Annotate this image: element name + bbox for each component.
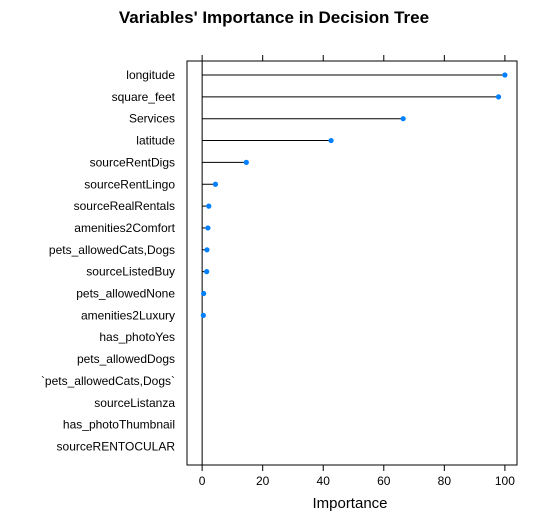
x-axis-label: Importance bbox=[312, 495, 387, 512]
x-tick-label: 20 bbox=[256, 474, 270, 488]
category-label: Services bbox=[129, 112, 175, 126]
category-labels: longitude square_feet Services latitude sour… bbox=[41, 68, 176, 453]
category-label: `pets_allowedCats,Dogs` bbox=[41, 374, 175, 388]
importance-point bbox=[502, 72, 508, 78]
category-label: square_feet bbox=[112, 90, 176, 104]
importance-point bbox=[212, 181, 219, 187]
importance-point bbox=[495, 94, 502, 100]
category-label: latitude bbox=[136, 134, 175, 148]
importance-point bbox=[201, 290, 207, 297]
category-label: sourceRentLingo bbox=[84, 177, 175, 191]
importance-point bbox=[243, 159, 249, 165]
category-label: has_photoThumbnail bbox=[63, 418, 175, 432]
category-label: has_photoYes bbox=[99, 330, 175, 344]
importance-points bbox=[200, 72, 508, 318]
category-label: sourceListedBuy bbox=[86, 265, 175, 279]
category-label: sourceRentDigs bbox=[90, 155, 175, 169]
importance-point bbox=[204, 247, 210, 253]
plot-frame bbox=[186, 60, 518, 466]
category-label: pets_allowedCats,Dogs bbox=[49, 243, 175, 257]
chart-title: Variables' Importance in Decision Tree bbox=[119, 8, 429, 27]
category-label: sourceRENTOCULAR bbox=[57, 439, 176, 453]
importance-point bbox=[400, 116, 406, 122]
importance-point bbox=[206, 203, 212, 209]
bottom-axis: 0 20 40 60 80 100 bbox=[199, 465, 515, 488]
x-tick-label: 0 bbox=[199, 474, 206, 488]
category-label: amenities2Comfort bbox=[74, 221, 175, 235]
top-axis-ticks bbox=[201, 55, 506, 61]
category-label: amenities2Luxury bbox=[81, 308, 175, 322]
importance-point bbox=[204, 269, 210, 275]
x-tick-label: 100 bbox=[495, 474, 515, 488]
importance-point bbox=[328, 137, 334, 144]
importance-stems bbox=[202, 74, 505, 316]
x-tick-label: 60 bbox=[377, 474, 391, 488]
category-label: sourceListanza bbox=[94, 396, 175, 410]
x-tick-label: 40 bbox=[317, 474, 331, 488]
importance-point bbox=[200, 312, 206, 318]
category-label: pets_allowedNone bbox=[76, 287, 175, 301]
category-label: longitude bbox=[126, 68, 175, 82]
x-tick-label: 80 bbox=[438, 474, 452, 488]
category-label: sourceRealRentals bbox=[74, 199, 175, 213]
importance-point bbox=[205, 225, 211, 231]
category-label: pets_allowedDogs bbox=[77, 352, 175, 366]
